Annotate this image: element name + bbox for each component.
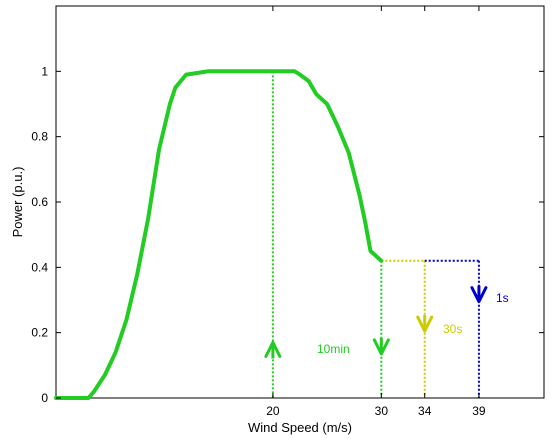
y-axis-label: Power (p.u.) xyxy=(10,167,25,238)
x-tick-label: 39 xyxy=(472,404,486,418)
y-tick-label: 0.8 xyxy=(31,130,48,144)
axis-ticks xyxy=(56,6,544,399)
label-30s: 30s xyxy=(443,322,462,336)
x-tick-label: 34 xyxy=(418,404,432,418)
annotation-lines xyxy=(264,71,488,398)
label-10min: 10min xyxy=(317,342,350,356)
y-tick-label: 0.6 xyxy=(31,195,48,209)
annotation-labels: 10min 30s 1s xyxy=(317,291,509,356)
x-axis-label: Wind Speed (m/s) xyxy=(248,420,352,435)
y-tick-label: 0 xyxy=(41,391,48,405)
x-tick-label: 30 xyxy=(375,404,389,418)
label-1s: 1s xyxy=(496,291,509,305)
plot-area-frame xyxy=(55,5,545,399)
y-tick-label: 0.4 xyxy=(31,260,48,274)
x-tick-labels: 20 30 34 39 xyxy=(266,404,486,418)
power-curve-line xyxy=(54,69,384,400)
y-tick-label: 1 xyxy=(41,64,48,78)
y-tick-labels: 0 0.2 0.4 0.6 0.8 1 xyxy=(31,64,48,405)
x-tick-label: 20 xyxy=(266,404,280,418)
y-tick-label: 0.2 xyxy=(31,326,48,340)
